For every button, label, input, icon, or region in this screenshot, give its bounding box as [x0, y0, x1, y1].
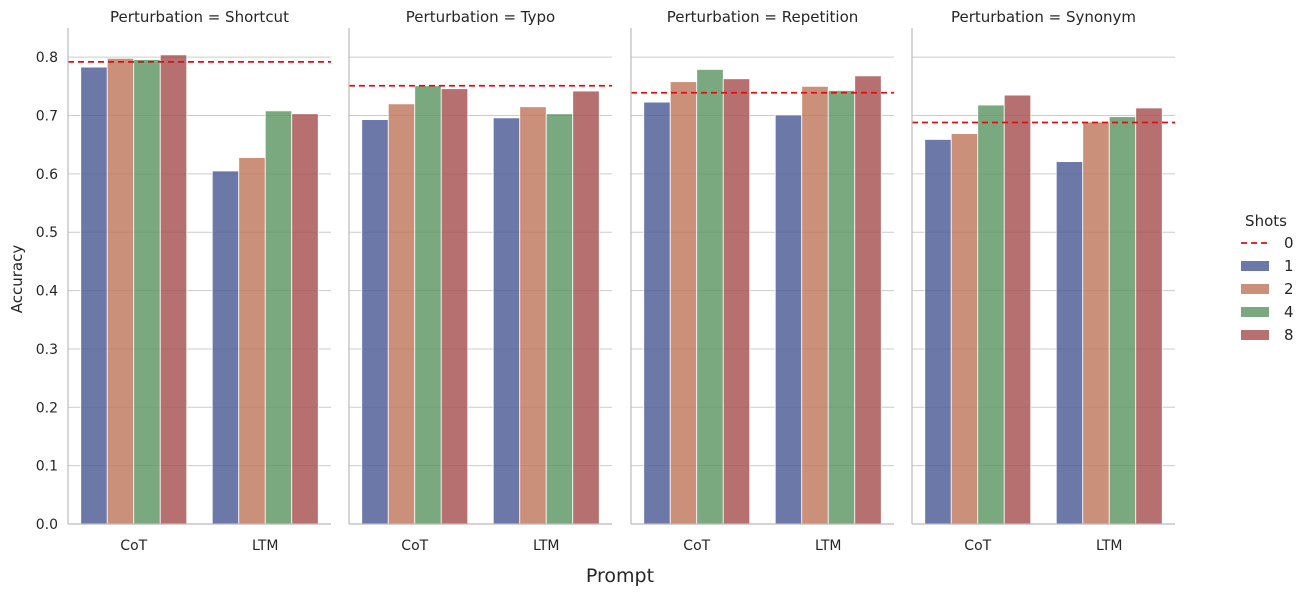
x-tick-label: LTM [252, 538, 279, 554]
y-tick-label: 0.1 [36, 459, 58, 475]
legend-swatch [1241, 330, 1269, 340]
legend: Shots 0 1 2 4 8 [1241, 212, 1294, 344]
chart-panels: CoT LTM Perturbation = Shortcut 0.0 0.1 0.2 0.… [36, 8, 1175, 554]
x-tick-label: CoT [401, 538, 428, 554]
bar-4-shots [133, 59, 161, 525]
facet-panel: CoT LTM Perturbation = Synonym [911, 8, 1175, 554]
bar-8-shots [291, 113, 319, 525]
y-tick-label: 0.7 [36, 109, 58, 125]
legend-item-label: 1 [1284, 257, 1294, 275]
legend-item-label: 4 [1284, 303, 1294, 321]
x-axis-label: Prompt [586, 565, 654, 587]
facet-panel: CoT LTM Perturbation = Repetition [630, 8, 894, 554]
bar-8-shots [1003, 94, 1032, 525]
y-tick-label: 0.3 [36, 342, 58, 358]
bar-2-shots [238, 157, 266, 525]
bar-8-shots [572, 90, 600, 525]
facet-panel: CoT LTM Perturbation = Shortcut 0.0 0.1 0.2 0.… [36, 8, 331, 554]
bar-8-shots [722, 78, 751, 525]
x-tick-label: LTM [533, 538, 560, 554]
y-tick-label: 0.4 [36, 284, 58, 300]
panel-title: Perturbation = Synonym [951, 8, 1136, 26]
bar-2-shots [1082, 121, 1110, 525]
bar-1-shots [361, 119, 389, 525]
bar-8-shots [1135, 107, 1163, 525]
bar-8-shots [440, 88, 469, 525]
bar-2-shots [801, 85, 829, 525]
bar-2-shots [106, 57, 135, 525]
y-tick-label: 0.5 [36, 225, 58, 241]
bar-2-shots [519, 106, 547, 525]
legend-item-label: 8 [1284, 326, 1294, 344]
bar-8-shots [159, 54, 188, 525]
x-tick-label: LTM [815, 538, 842, 554]
bar-1-shots [774, 114, 803, 525]
legend-swatch [1241, 307, 1269, 317]
y-tick-label: 0.8 [36, 50, 58, 66]
bar-2-shots [950, 133, 979, 525]
facet-panel: CoT LTM Perturbation = Typo [348, 8, 612, 554]
bar-1-shots [643, 101, 671, 525]
legend-title: Shots [1245, 212, 1287, 230]
y-axis-label: Accuracy [8, 245, 26, 314]
y-tick-label: 0.2 [36, 400, 58, 416]
bar-4-shots [545, 113, 574, 525]
bar-1-shots [1055, 161, 1084, 525]
legend-item-label: 0 [1284, 234, 1294, 252]
bar-2-shots [387, 103, 416, 525]
x-tick-label: LTM [1096, 538, 1123, 554]
bar-4-shots [696, 69, 724, 525]
bar-2-shots [669, 81, 698, 525]
x-tick-label: CoT [964, 538, 991, 554]
bar-1-shots [211, 170, 240, 525]
bar-4-shots [827, 90, 856, 525]
legend-item-label: 2 [1284, 280, 1294, 298]
bar-4-shots [1108, 116, 1137, 525]
bar-4-shots [264, 110, 293, 525]
legend-swatch [1241, 261, 1269, 271]
bar-1-shots [80, 66, 108, 525]
panel-title: Perturbation = Typo [406, 8, 555, 26]
bar-8-shots [854, 75, 882, 525]
y-tick-label: 0.6 [36, 167, 58, 183]
panel-title: Perturbation = Shortcut [110, 8, 289, 26]
bar-4-shots [414, 85, 442, 525]
bar-1-shots [492, 117, 521, 525]
bar-4-shots [977, 104, 1005, 525]
legend-swatch [1241, 284, 1269, 294]
y-tick-label: 0.0 [36, 517, 58, 533]
x-tick-label: CoT [120, 538, 147, 554]
bar-1-shots [924, 139, 952, 525]
panel-title: Perturbation = Repetition [667, 8, 859, 26]
x-tick-label: CoT [683, 538, 710, 554]
